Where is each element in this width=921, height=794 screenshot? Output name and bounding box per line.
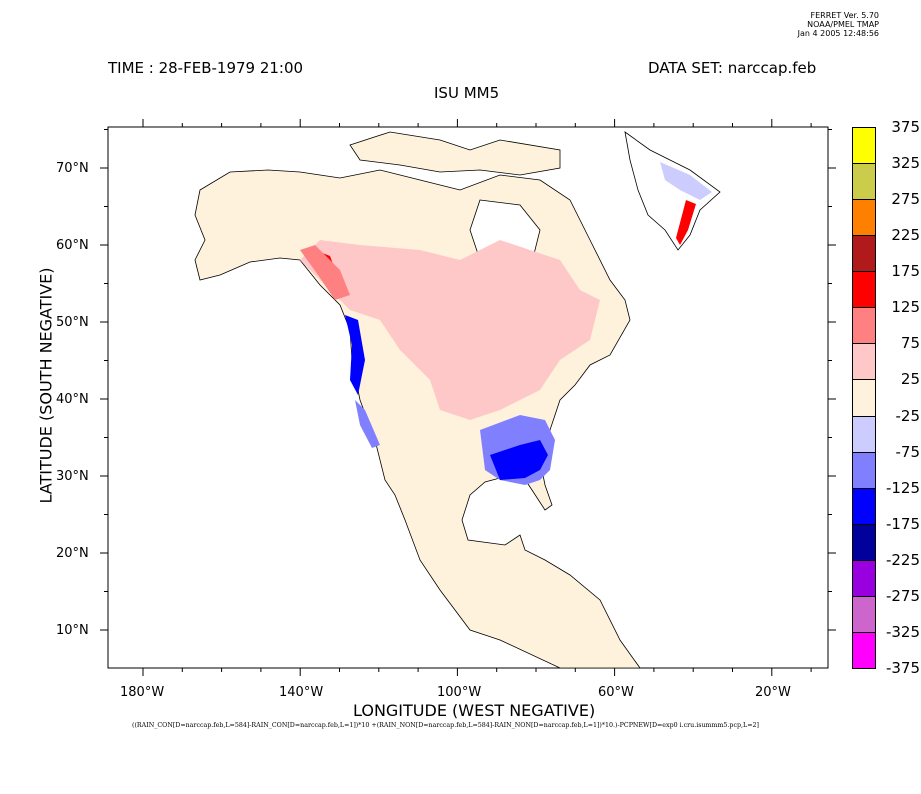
colorbar-label: 225 [891,226,920,245]
colorbar-label: -225 [885,550,920,569]
colorbar-label: -375 [885,659,920,677]
colorbar-label: -325 [885,622,920,641]
time-label: TIME : 28-FEB-1979 21:00 [108,59,304,77]
colorbar-label: -275 [885,586,920,605]
colorbar-swatch [852,199,876,237]
y-tick-label: 10°N [56,623,89,638]
colorbar-label: -125 [885,478,920,497]
colorbar-label: 325 [891,154,920,173]
pink-west-field [300,240,600,420]
colorbar-label: 25 [900,370,920,389]
colorbar-swatch [852,559,876,597]
y-axis-label: LATITUDE (SOUTH NEGATIVE) [36,267,56,504]
y-tick-label: 50°N [56,315,89,330]
x-tick-label: 60°W [598,685,634,700]
dataset-label: DATA SET: narccap.feb [648,59,817,77]
expression-label: ((RAIN_CON[D=narccap.feb,L=584]-RAIN_CON… [132,722,759,729]
blue-california-field [355,400,380,448]
y-tick-label: 40°N [56,392,89,407]
plot-title: ISU MM5 [434,84,500,102]
x-tick-label: 20°W [755,685,791,700]
stamp-date: Jan 4 2005 12:48:56 [797,29,879,38]
ferret-stamp: FERRET Ver. 5.70 NOAA/PMEL TMAP Jan 4 20… [798,11,879,38]
arctic-islands [349,131,561,176]
colorbar-label: -175 [885,514,920,533]
x-axis-label: LONGITUDE (WEST NEGATIVE) [353,701,596,720]
x-tick-label: 140°W [279,685,324,700]
colorbar-swatch [852,235,876,273]
colorbar-swatch [852,127,876,165]
x-tick-label: 100°W [437,685,482,700]
x-tick-label: 180°W [120,685,165,700]
dark-blue-southeast-field [490,440,548,480]
stamp-org: NOAA/PMEL TMAP [807,20,879,29]
colorbar-swatch [852,595,876,633]
colorbar-label: 275 [891,190,920,209]
colorbar-swatch [852,631,876,669]
colorbar-label: 125 [891,298,920,317]
y-tick-label: 30°N [56,469,89,484]
colorbar-label: 375 [891,118,920,136]
colorbar-label: -25 [895,406,921,425]
y-tick-label: 70°N [56,161,89,176]
y-tick-label: 60°N [56,238,89,253]
colorbar-swatch [852,415,876,453]
axis-ticks [100,119,836,676]
y-tick-label: 20°N [56,546,89,561]
colorbar-swatch [852,163,876,201]
greenland-south-field [676,200,696,245]
blue-pacific-coast-field [345,315,365,395]
colorbar-label: 175 [891,262,920,281]
colorbar-label: 75 [900,334,920,353]
colorbar-label: -75 [895,442,921,461]
rose-coast-field [300,245,350,300]
stamp-version: FERRET Ver. 5.70 [810,11,879,20]
land-field [194,131,721,669]
greenland-coast-field [660,162,712,200]
greenland-outline [624,131,721,251]
